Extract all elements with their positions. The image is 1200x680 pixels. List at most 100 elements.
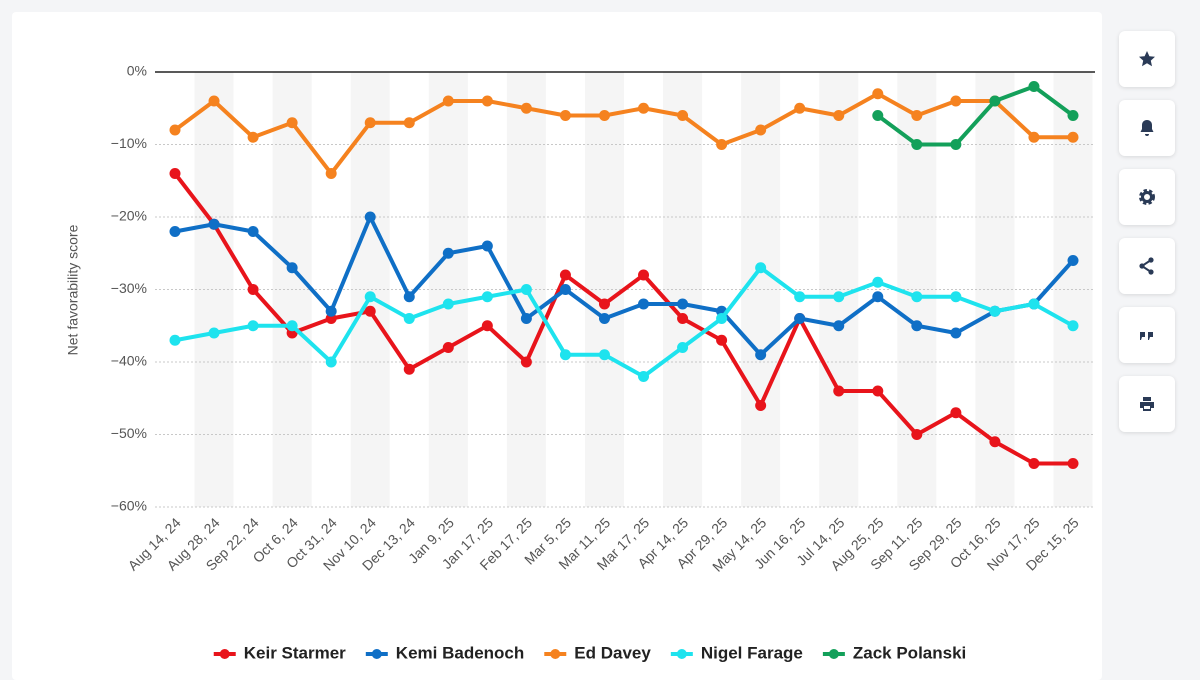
favorite-button[interactable] (1119, 31, 1175, 87)
data-point (169, 124, 181, 136)
data-point (638, 371, 650, 382)
data-point (833, 110, 845, 121)
legend-label: Zack Polanski (853, 643, 966, 662)
data-point (794, 313, 806, 324)
data-point (364, 117, 376, 129)
data-point (677, 342, 689, 353)
legend-label: Nigel Farage (701, 643, 803, 662)
data-point (833, 291, 845, 303)
data-point (247, 226, 259, 237)
data-point (325, 168, 337, 179)
data-point (520, 284, 532, 295)
y-tick-label: −40% (111, 353, 147, 369)
series-line (876, 84, 1075, 147)
data-point (1067, 131, 1079, 143)
chart-card: Net favorability score 0% −10% −20% −30% −40… (12, 12, 1102, 680)
legend-swatch-dot (828, 649, 839, 659)
data-point (1028, 298, 1040, 310)
data-point (286, 262, 298, 274)
settings-button[interactable] (1119, 169, 1175, 225)
data-point (559, 269, 571, 281)
data-point (559, 349, 571, 361)
data-point (598, 110, 610, 121)
data-point (911, 139, 923, 150)
y-tick-label: −20% (111, 208, 147, 224)
data-point (950, 327, 962, 339)
data-point (481, 291, 493, 303)
y-tick-label: −50% (111, 425, 147, 441)
cite-button[interactable] (1119, 307, 1175, 363)
data-point (481, 240, 493, 252)
data-point (325, 305, 337, 317)
data-point (716, 139, 728, 150)
data-point (442, 247, 454, 259)
data-point (911, 429, 923, 440)
series-line (174, 215, 1075, 357)
data-point (559, 284, 571, 295)
data-point (520, 313, 532, 324)
data-point (755, 262, 767, 274)
data-point (364, 305, 376, 317)
data-point (989, 95, 1001, 107)
legend-swatch-dot (219, 649, 230, 659)
legend-label: Kemi Badenoch (396, 643, 524, 662)
chart: Net favorability score 0% −10% −20% −30% −40… (65, 63, 1095, 662)
data-point (677, 110, 689, 121)
data-point (989, 305, 1001, 317)
data-point (559, 110, 571, 121)
data-point (872, 88, 884, 100)
data-point (1067, 458, 1079, 469)
data-point (325, 356, 337, 368)
data-point (950, 139, 962, 150)
legend-swatch-dot (676, 649, 687, 659)
data-point (247, 131, 259, 143)
data-point (481, 95, 493, 107)
data-point (442, 342, 454, 353)
share-button[interactable] (1119, 238, 1175, 294)
data-point (638, 298, 650, 310)
data-point (286, 320, 298, 332)
data-point (247, 320, 259, 332)
data-point (833, 385, 845, 397)
data-point (833, 320, 845, 332)
notification-button[interactable] (1119, 100, 1175, 156)
data-point (442, 95, 454, 107)
y-tick-label: −30% (111, 280, 147, 296)
print-button[interactable] (1119, 376, 1175, 432)
data-point (169, 168, 181, 179)
series-line (173, 91, 1073, 176)
data-point (872, 110, 884, 121)
data-point (520, 356, 532, 368)
data-point (755, 349, 767, 361)
legend: Keir Starmer Kemi Badenoch Ed Davey Nigel F… (213, 643, 966, 662)
legend-swatch-dot (550, 649, 561, 659)
y-tick-label: −10% (111, 135, 147, 151)
data-point (442, 298, 454, 310)
data-point (638, 269, 650, 281)
y-tick-label: 0% (127, 63, 147, 79)
data-point (598, 313, 610, 324)
data-point (794, 102, 806, 114)
data-point (755, 124, 767, 136)
data-point (950, 291, 962, 303)
data-point (950, 407, 962, 419)
data-point (598, 349, 610, 361)
y-axis-label: Net favorability score (65, 224, 81, 355)
data-point (872, 291, 884, 303)
data-point (169, 226, 181, 237)
data-point (755, 400, 767, 411)
legend-swatch-dot (371, 649, 382, 659)
data-point (208, 218, 220, 230)
data-point (1067, 110, 1079, 121)
data-point (247, 284, 259, 295)
data-point (716, 313, 728, 324)
data-point (716, 334, 728, 346)
data-point (286, 117, 298, 129)
legend-label: Ed Davey (574, 643, 651, 662)
data-point (872, 385, 884, 397)
data-point (872, 276, 884, 288)
data-point (598, 298, 610, 310)
data-point (403, 363, 415, 375)
data-point (1067, 255, 1079, 266)
data-point (638, 102, 650, 114)
